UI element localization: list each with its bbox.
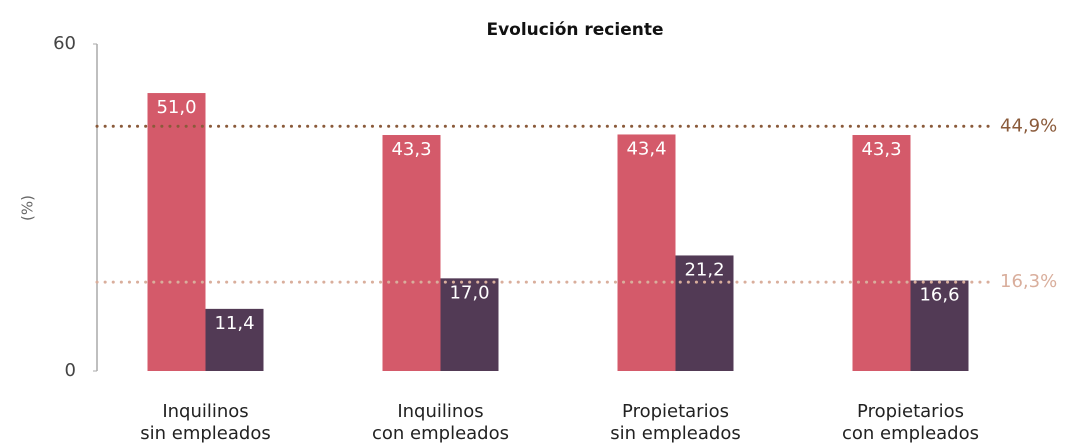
- bar: [205, 308, 264, 371]
- x-tick-label: Propietarios: [857, 401, 964, 422]
- x-tick-label: Inquilinos: [397, 401, 483, 422]
- value-label: 51,0: [156, 97, 196, 118]
- value-label: 11,4: [214, 313, 254, 334]
- value-label: 43,3: [861, 139, 901, 160]
- x-tick-label: sin empleados: [140, 423, 270, 444]
- x-tick-label: sin empleados: [610, 423, 740, 444]
- x-tick-label: Propietarios: [622, 401, 729, 422]
- value-label: 43,4: [626, 138, 666, 159]
- bar: [852, 135, 911, 371]
- bar: [910, 280, 969, 371]
- y-tick-label: 60: [53, 33, 76, 54]
- value-label: 17,0: [449, 282, 489, 303]
- value-label: 16,6: [919, 285, 959, 306]
- x-tick-label: Inquilinos: [162, 401, 248, 422]
- value-label: 21,2: [684, 259, 724, 280]
- reference-label: 16,3%: [1000, 271, 1057, 292]
- bar: [440, 278, 499, 371]
- x-tick-label: con empleados: [372, 423, 509, 444]
- bar: [147, 93, 206, 372]
- value-label: 43,3: [391, 139, 431, 160]
- x-tick-label: con empleados: [842, 423, 979, 444]
- bar: [382, 135, 441, 371]
- y-tick-label: 0: [65, 360, 76, 381]
- bar: [617, 134, 676, 371]
- reference-label: 44,9%: [1000, 115, 1057, 136]
- chart-title: Evolución reciente: [486, 20, 663, 40]
- y-axis-label: (%): [19, 195, 37, 221]
- bar: [675, 255, 734, 371]
